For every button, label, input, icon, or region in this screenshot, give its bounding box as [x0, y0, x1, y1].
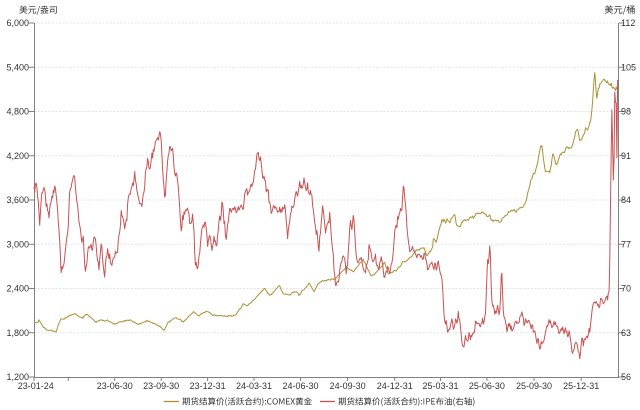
svg-text:91: 91 [621, 151, 631, 161]
svg-text:4,800: 4,800 [6, 107, 29, 117]
svg-text:24-03-31: 24-03-31 [236, 381, 272, 391]
svg-text:23-01-24: 23-01-24 [18, 381, 54, 391]
svg-text:3,000: 3,000 [6, 239, 29, 249]
svg-text:24-09-30: 24-09-30 [330, 381, 366, 391]
svg-text:63: 63 [621, 328, 631, 338]
svg-text:70: 70 [621, 284, 631, 294]
svg-text:77: 77 [621, 239, 631, 249]
svg-text:56: 56 [621, 372, 631, 382]
svg-text:25-12-31: 25-12-31 [563, 381, 599, 391]
svg-text:23-09-30: 23-09-30 [143, 381, 179, 391]
svg-text:24-06-30: 24-06-30 [282, 381, 318, 391]
svg-text:3,600: 3,600 [6, 195, 29, 205]
svg-text:25-09-30: 25-09-30 [516, 381, 552, 391]
svg-text:2,400: 2,400 [6, 284, 29, 294]
svg-text:112: 112 [621, 18, 635, 28]
svg-text:5,400: 5,400 [6, 62, 29, 72]
svg-text:6,000: 6,000 [6, 18, 29, 28]
svg-text:24-12-31: 24-12-31 [377, 381, 413, 391]
svg-text:105: 105 [621, 62, 636, 72]
svg-text:84: 84 [621, 195, 631, 205]
svg-text:23-06-30: 23-06-30 [97, 381, 133, 391]
svg-text:25-06-30: 25-06-30 [469, 381, 505, 391]
svg-text:1,800: 1,800 [6, 328, 29, 338]
svg-text:4,200: 4,200 [6, 151, 29, 161]
svg-text:98: 98 [621, 107, 631, 117]
svg-text:25-03-31: 25-03-31 [422, 381, 458, 391]
svg-text:23-12-31: 23-12-31 [190, 381, 226, 391]
svg-text:1,200: 1,200 [6, 372, 29, 382]
